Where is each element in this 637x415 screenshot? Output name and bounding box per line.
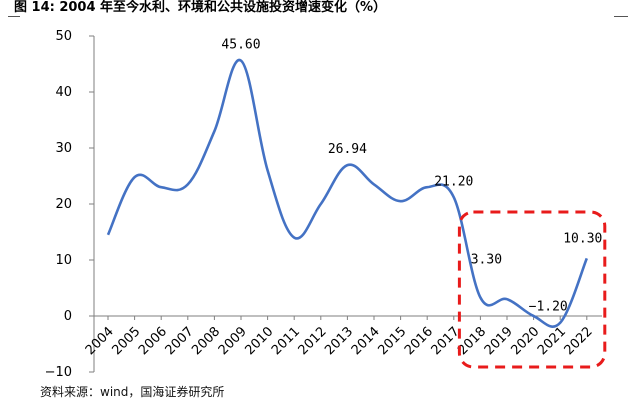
x-tick-label: 2014 [349,324,383,358]
y-tick-label: 50 [55,29,72,44]
x-tick-label: 2022 [562,324,596,358]
x-tick-label: 2021 [535,324,569,358]
data-label: 21.20 [434,174,473,189]
x-tick-label: 2009 [216,324,250,358]
chart-title: 图 14: 2004 年至今水利、环境和公共设施投资增速变化（%） [14,0,387,15]
y-tick-label: 0 [64,309,72,324]
x-tick-label: 2011 [269,324,303,358]
y-tick-label: 30 [55,141,72,156]
x-tick-label: 2005 [109,324,143,358]
highlight-box [457,210,607,369]
y-tick-label: −10 [45,365,72,380]
y-tick-label: 40 [55,85,72,100]
x-tick-label: 2004 [83,324,117,358]
x-tick-label: 2017 [429,324,463,358]
x-tick-label: 2020 [508,324,542,358]
y-tick-label: 20 [55,197,72,212]
title-rule-right [614,16,628,17]
chart-axes: −100102030405020042005200620072008200920… [45,29,602,380]
y-tick-label: 10 [55,253,72,268]
data-label: 26.94 [328,142,367,157]
x-tick-label: 2016 [402,324,436,358]
x-tick-label: 2019 [482,324,516,358]
data-label: −1.20 [529,300,568,315]
x-tick-label: 2013 [322,324,356,358]
x-tick-label: 2012 [296,324,330,358]
data-label: 10.30 [563,231,602,246]
x-tick-label: 2006 [136,324,170,358]
x-tick-label: 2015 [375,324,409,358]
series-line [106,58,589,328]
source-note: 资料来源：wind，国海证券研究所 [40,385,225,399]
data-label: 45.60 [221,38,260,53]
data-label: 3.30 [471,253,502,268]
title-rule-left [8,16,20,17]
series-group [106,58,589,328]
x-tick-label: 2010 [242,324,276,358]
highlight-group [457,210,607,369]
data-labels: 45.60 26.94 21.20 3.30 −1.20 10.30 [221,38,602,315]
x-tick-label: 2008 [189,324,223,358]
x-tick-label: 2007 [163,324,197,358]
